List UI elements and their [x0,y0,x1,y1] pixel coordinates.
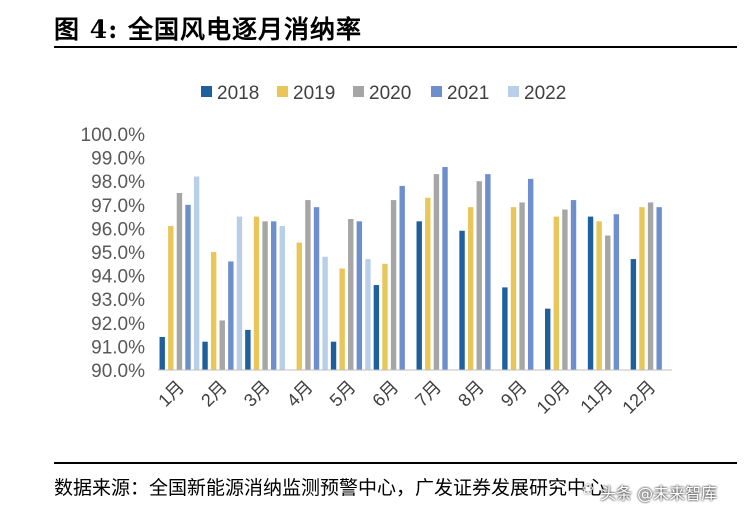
bar-2018-9 [502,287,508,370]
bar-2018-2 [202,341,208,370]
bar-2019-1 [168,226,174,370]
y-tick-label: 90.0% [91,361,145,382]
legend-label-2020: 2020 [369,83,411,104]
bar-2019-5 [339,268,345,370]
watermark-text: 头条 @未来智库 [600,484,718,503]
x-tick-label: 4月 [283,377,317,411]
bar-2021-1 [185,204,191,370]
bar-2020-6 [390,200,397,370]
legend-swatch-2021 [431,86,442,97]
bar-2022-2 [236,216,243,370]
bar-2021-9 [527,178,534,370]
chart-legend: 2018 2019 2020 2021 2022 [201,83,566,104]
bar-2018-7 [416,221,422,370]
bar-2019-12 [639,207,645,370]
bar-2020-10 [562,209,568,370]
bar-2019-2 [210,252,217,370]
bar-2020-4 [305,200,311,370]
x-tick-label: 9月 [497,377,531,411]
bar-2021-5 [356,221,363,370]
watermark-logo-icon: ❀ [582,482,594,498]
bar-2019-4 [296,242,303,370]
x-tick-label: 12月 [618,377,659,418]
bar-2021-3 [270,221,277,370]
bar-2020-11 [605,235,611,370]
bar-2021-4 [313,207,320,370]
x-tick-label: 8月 [454,377,488,411]
x-axis: 1月 2月 3月 4月 5月 6月 7月 8月 9月 10月 11月 12月 [154,369,672,418]
bar-2020-12 [647,202,654,370]
y-tick-label: 91.0% [91,337,145,358]
legend-label-2018: 2018 [217,83,259,104]
bar-2018-3 [245,329,251,370]
bar-2019-11 [596,221,602,370]
legend-swatch-2019 [277,86,288,97]
x-tick-label: 7月 [411,377,445,411]
legend-label-2022: 2022 [524,83,566,104]
bar-2021-10 [570,200,577,370]
bar-2022-1 [193,176,200,370]
x-tick-label: 10月 [533,377,574,418]
figure-title: 图 4: 全国风电逐月消纳率 [54,15,363,44]
bar-2019-10 [553,216,560,370]
bar-2019-7 [425,197,431,370]
bar-2018-12 [630,259,637,370]
bar-2020-2 [219,320,225,370]
x-tick-label: 1月 [154,377,188,411]
bar-2019-8 [467,207,474,370]
y-tick-label: 93.0% [91,290,145,311]
legend-swatch-2020 [353,86,364,97]
legend-swatch-2022 [508,86,519,97]
bar-2020-7 [433,174,440,370]
bar-2018-10 [545,308,551,370]
bar-2022-5 [365,259,371,370]
bar-2021-6 [399,185,405,370]
bar-2019-6 [382,263,388,370]
x-tick-label: 6月 [368,377,402,411]
x-tick-label: 11月 [576,377,616,417]
bar-2021-11 [613,214,620,370]
y-tick-label: 95.0% [91,243,145,264]
bar-2018-5 [330,341,337,370]
bar-2020-1 [176,193,183,370]
bar-2020-3 [262,221,268,370]
legend-label-2019: 2019 [293,83,335,104]
y-tick-label: 98.0% [91,172,145,193]
bar-2020-8 [476,181,482,370]
y-tick-label: 96.0% [91,219,145,240]
bar-2020-5 [348,218,354,370]
bar-2018-6 [373,285,380,370]
bar-2022-3 [279,226,285,370]
y-tick-label: 99.0% [91,149,145,170]
bar-2022-4 [322,256,328,370]
x-tick-label: 2月 [197,377,231,411]
legend-swatch-2018 [201,86,212,97]
bar-2018-11 [587,216,594,370]
bar-2021-2 [228,261,234,370]
y-axis: 90.0% 91.0%92.0% 93.0%94.0% 95.0% 96.0%97.0%… [81,125,146,382]
bar-2018-1 [159,336,165,370]
bar-2020-9 [519,202,525,370]
source-note: 数据来源：全国新能源消纳监测预警中心，广发证券发展研究中心 [54,477,606,499]
bar-2021-8 [485,174,491,370]
bar-2018-8 [459,230,465,370]
x-tick-label: 3月 [240,377,274,411]
legend-label-2021: 2021 [447,83,489,104]
y-tick-label: 94.0% [91,267,145,288]
y-tick-label: 97.0% [91,196,145,217]
x-tick-label: 5月 [326,377,360,411]
y-tick-label: 100.0% [81,125,146,146]
bar-series [159,167,662,370]
source-rule [54,462,737,464]
y-tick-label: 92.0% [91,314,145,335]
title-rule [54,46,737,48]
bar-chart: 2018 2019 2020 2021 2022 90.0% 91.0%92.0% 93.0… [81,83,672,418]
bar-2021-12 [656,207,662,370]
bar-2019-3 [253,216,260,370]
bar-2019-9 [510,207,517,370]
bar-2021-7 [442,167,448,370]
